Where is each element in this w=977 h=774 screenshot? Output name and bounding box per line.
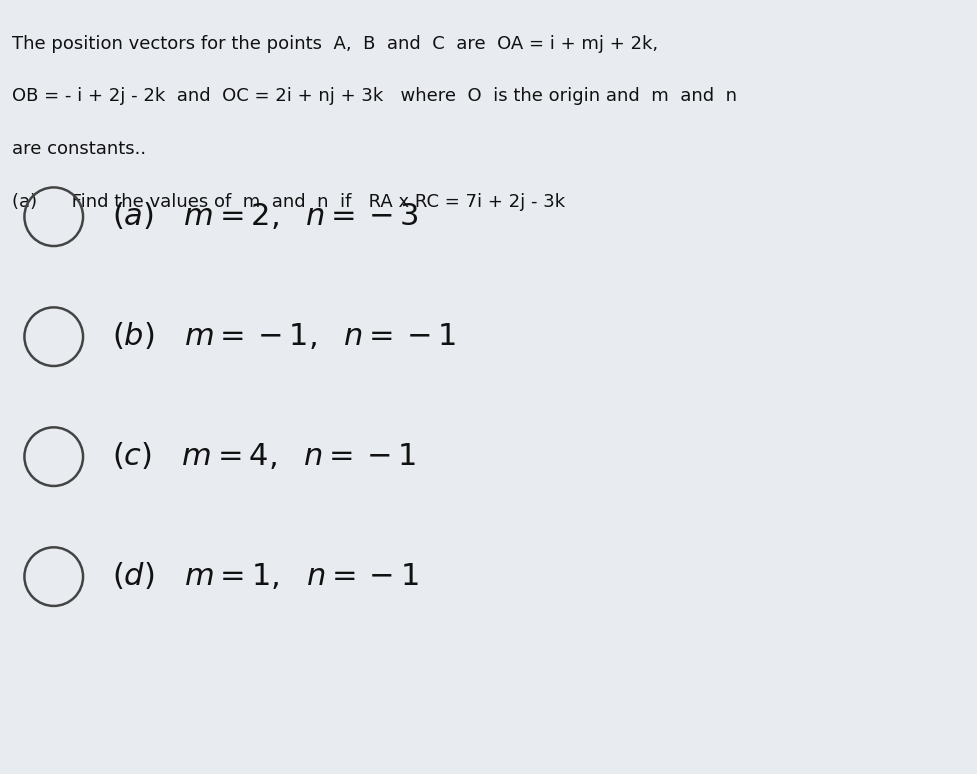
Text: The position vectors for the points  A,  B  and  C  are  OA = i + mj + 2k,: The position vectors for the points A, B… — [12, 35, 658, 53]
Text: (a)      Find the values of  m  and  n  if   RA x RC = 7i + 2j - 3k: (a) Find the values of m and n if RA x R… — [12, 193, 565, 211]
Text: OB = - i + 2j - 2k  and  OC = 2i + nj + 3k   where  O  is the origin and  m  and: OB = - i + 2j - 2k and OC = 2i + nj + 3k… — [12, 87, 737, 105]
Text: $(d)$   $m = 1,\ \ n = -1$: $(d)$ $m = 1,\ \ n = -1$ — [112, 561, 419, 592]
Text: $(b)$   $m = -1,\ \ n = -1$: $(b)$ $m = -1,\ \ n = -1$ — [112, 321, 457, 352]
Text: $(c)$   $m = 4,\ \ n = -1$: $(c)$ $m = 4,\ \ n = -1$ — [112, 441, 417, 472]
Text: are constants..: are constants.. — [12, 140, 146, 158]
Text: $(a)$   $m = 2,\ \ n = -3$: $(a)$ $m = 2,\ \ n = -3$ — [112, 201, 419, 232]
